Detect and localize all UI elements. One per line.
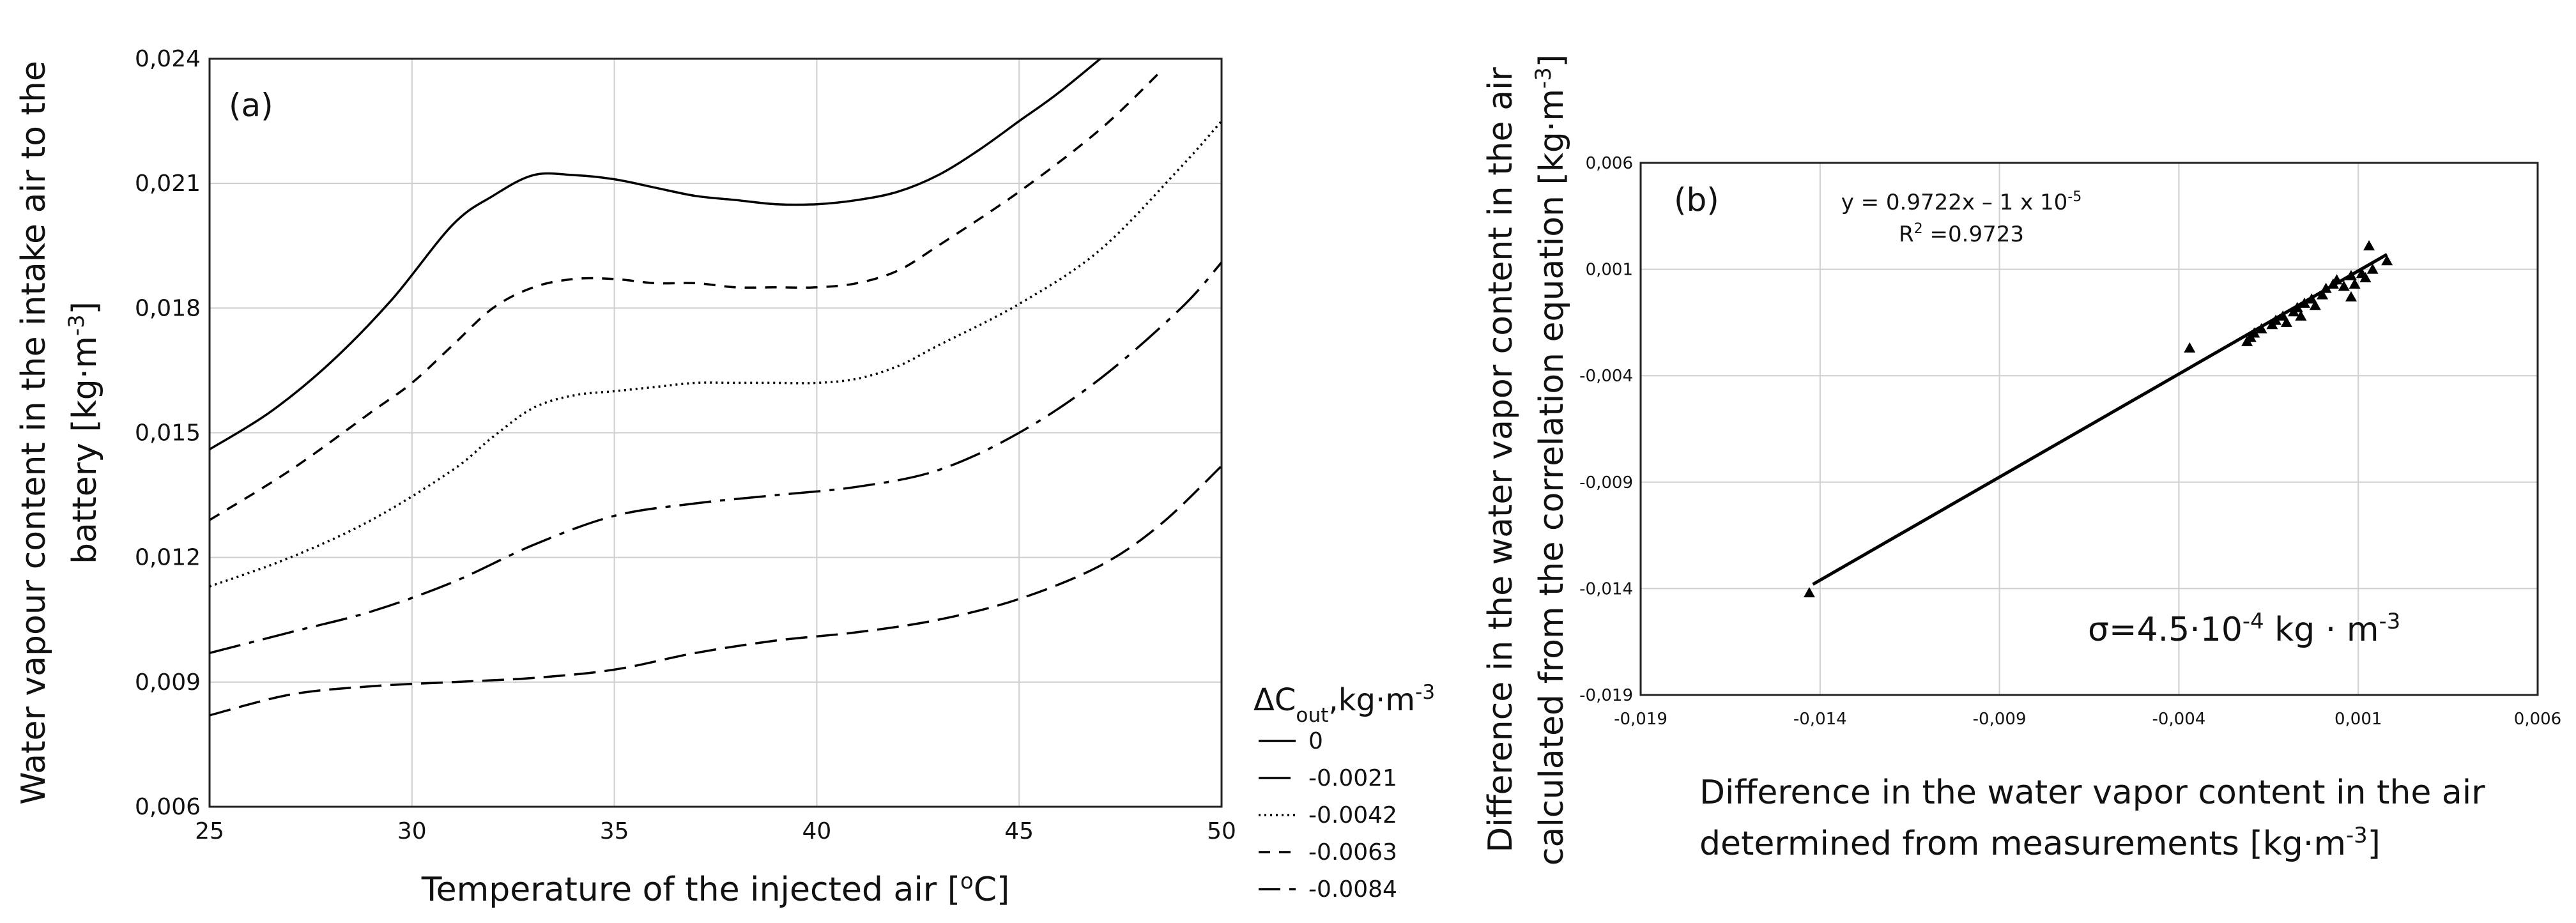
series-line--0.0084: [210, 465, 1222, 717]
plot-area-b: [1641, 163, 2538, 695]
data-point: [2309, 300, 2321, 310]
x-tick-label: 35: [600, 818, 629, 844]
x-tick-label: 25: [195, 818, 224, 844]
x-tick-label: -0,019: [1614, 710, 1667, 729]
y-axis-label-b-line2: calculated from the correlation equation…: [1531, 54, 1572, 866]
series-line--0.0063: [210, 70, 1162, 521]
series-line--0.0021: [210, 261, 1222, 654]
y-axis-label-b-line1: Difference in the water vapor content in…: [1482, 67, 1520, 853]
r-squared: R2 =0.9723: [1899, 220, 2024, 247]
y-tick-label: -0,014: [1579, 579, 1633, 599]
x-tick-label: -0,009: [1973, 710, 2027, 729]
x-tick-label: 0,001: [2334, 710, 2382, 729]
plot-frame-b: [1639, 162, 2539, 696]
data-point: [2317, 289, 2329, 300]
x-tick-label: -0,004: [2152, 710, 2205, 729]
x-tick-label: 30: [397, 818, 427, 844]
panel-label-a: (a): [229, 87, 273, 124]
x-axis-label-b-line2: determined from measurements [kg·m-3]: [1699, 823, 2380, 864]
data-point: [2248, 327, 2260, 338]
y-tick-label: 0,024: [135, 46, 201, 72]
x-tick-label: -0,014: [1793, 710, 1847, 729]
y-axis-label-a-line2: battery [kg·m-3]: [64, 301, 105, 564]
legend-label: -0.0021: [1308, 765, 1397, 791]
y-tick-label: 0,001: [1586, 261, 1633, 280]
y-tick-label: 0,009: [135, 669, 201, 696]
data-point: [2280, 316, 2292, 327]
y-tick-label: 0,015: [135, 420, 201, 446]
fit-line: [1812, 253, 2388, 586]
legend-label: 0: [1308, 728, 1323, 754]
data-point: [2359, 271, 2372, 282]
data-point: [2255, 323, 2267, 333]
data-point: [2363, 240, 2375, 250]
data-point: [2298, 297, 2310, 308]
data-point: [2320, 282, 2332, 293]
series-line-0: [210, 59, 1103, 451]
y-tick-label: -0,019: [1579, 686, 1633, 705]
data-point: [2295, 310, 2307, 321]
legend-label: -0.0042: [1308, 802, 1397, 828]
x-tick-label: 0,006: [2514, 710, 2561, 729]
panel-label-b: (b): [1674, 181, 1719, 218]
data-point: [2331, 274, 2343, 285]
x-tick-label: 40: [802, 818, 831, 844]
data-point: [2381, 255, 2393, 266]
data-point: [2291, 301, 2303, 312]
chart-a: 25 30 35 40 45 50 0,006 0,009 0,012 0,015 0,018 0,0…: [15, 46, 1435, 910]
data-point: [1803, 587, 1815, 598]
series-line--0.0042: [210, 120, 1222, 588]
y-tick-label: 0,006: [1586, 154, 1633, 173]
data-point: [2270, 314, 2282, 325]
legend-label: -0.0084: [1308, 876, 1397, 903]
x-tick-label: 50: [1207, 818, 1236, 844]
legend-title: ΔCout,kg·m-3: [1254, 681, 1435, 727]
chart-b: -0,019 -0,014 -0,009 -0,004 0,001 0,006 -0,019…: [1482, 54, 2561, 866]
y-tick-label: 0,018: [135, 295, 201, 321]
plot-frame-a: [208, 57, 1223, 808]
data-point: [2349, 278, 2361, 289]
data-point: [2184, 342, 2196, 353]
x-axis-label-a: Temperature of the injected air [oC]: [421, 869, 1010, 910]
data-point: [2345, 270, 2357, 280]
x-axis-label-b-line1: Difference in the water vapor content in…: [1699, 774, 2485, 812]
y-tick-label: 0,021: [135, 171, 201, 197]
y-axis-label-a-line1: Water vapour content in the intake air t…: [15, 61, 53, 805]
data-point: [2366, 263, 2379, 274]
data-point: [2338, 280, 2350, 291]
y-tick-label: 0,012: [135, 545, 201, 571]
y-tick-label: 0,006: [135, 794, 201, 820]
x-tick-label: 45: [1004, 818, 1034, 844]
sigma-annotation: σ=4.5·10-4 kg · m-3: [2088, 609, 2400, 650]
y-tick-label: -0,004: [1579, 367, 1633, 386]
regression-equation: y = 0.9722x – 1 x 10-5: [1841, 188, 2082, 215]
legend-label: -0.0063: [1308, 839, 1397, 866]
y-tick-label: -0,009: [1579, 473, 1633, 492]
data-point: [2345, 291, 2357, 301]
